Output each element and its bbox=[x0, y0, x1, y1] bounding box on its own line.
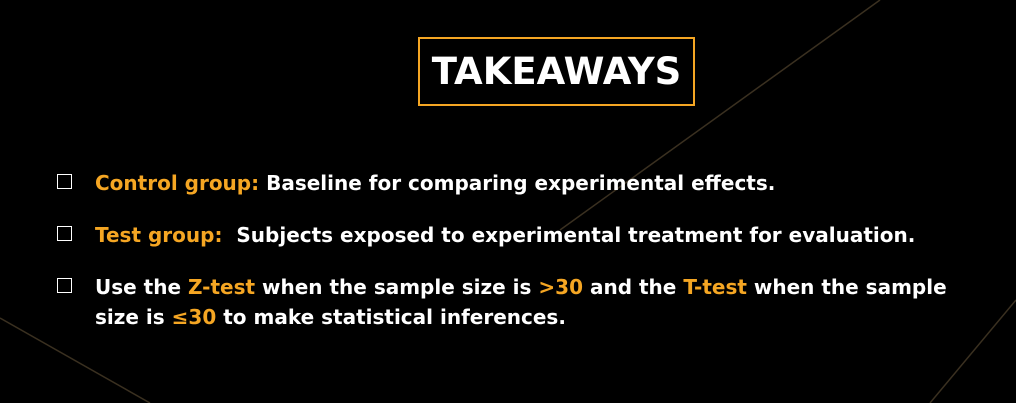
text-segment: and the bbox=[583, 275, 684, 299]
takeaway-test-group: Test group: Subjects exposed to experime… bbox=[57, 220, 977, 250]
checkbox-icon bbox=[57, 174, 72, 189]
checkbox-icon bbox=[57, 226, 72, 241]
takeaway-z-t-test: Use the Z-test when the sample size is >… bbox=[57, 272, 977, 332]
less-equal-30-highlight: ≤30 bbox=[171, 305, 217, 329]
text-segment: Use the bbox=[95, 275, 188, 299]
takeaways-list: Control group: Baseline for comparing ex… bbox=[57, 168, 977, 332]
checkbox-icon bbox=[57, 278, 72, 293]
z-test-highlight: Z-test bbox=[188, 275, 256, 299]
takeaway-control-group: Control group: Baseline for comparing ex… bbox=[57, 168, 977, 198]
greater-than-30-highlight: >30 bbox=[538, 275, 583, 299]
term-description: Subjects exposed to experimental treatme… bbox=[222, 223, 916, 247]
t-test-highlight: T-test bbox=[683, 275, 747, 299]
page-title: TAKEAWAYS bbox=[431, 50, 682, 93]
text-segment: when the sample size is bbox=[95, 275, 947, 329]
term-description: Baseline for comparing experimental effe… bbox=[259, 171, 776, 195]
term-label: Control group: bbox=[95, 171, 260, 195]
text-segment: when the sample size is bbox=[255, 275, 539, 299]
title-box: TAKEAWAYS bbox=[418, 37, 695, 106]
term-label: Test group: bbox=[95, 223, 223, 247]
text-segment: to make statistical inferences. bbox=[216, 305, 566, 329]
